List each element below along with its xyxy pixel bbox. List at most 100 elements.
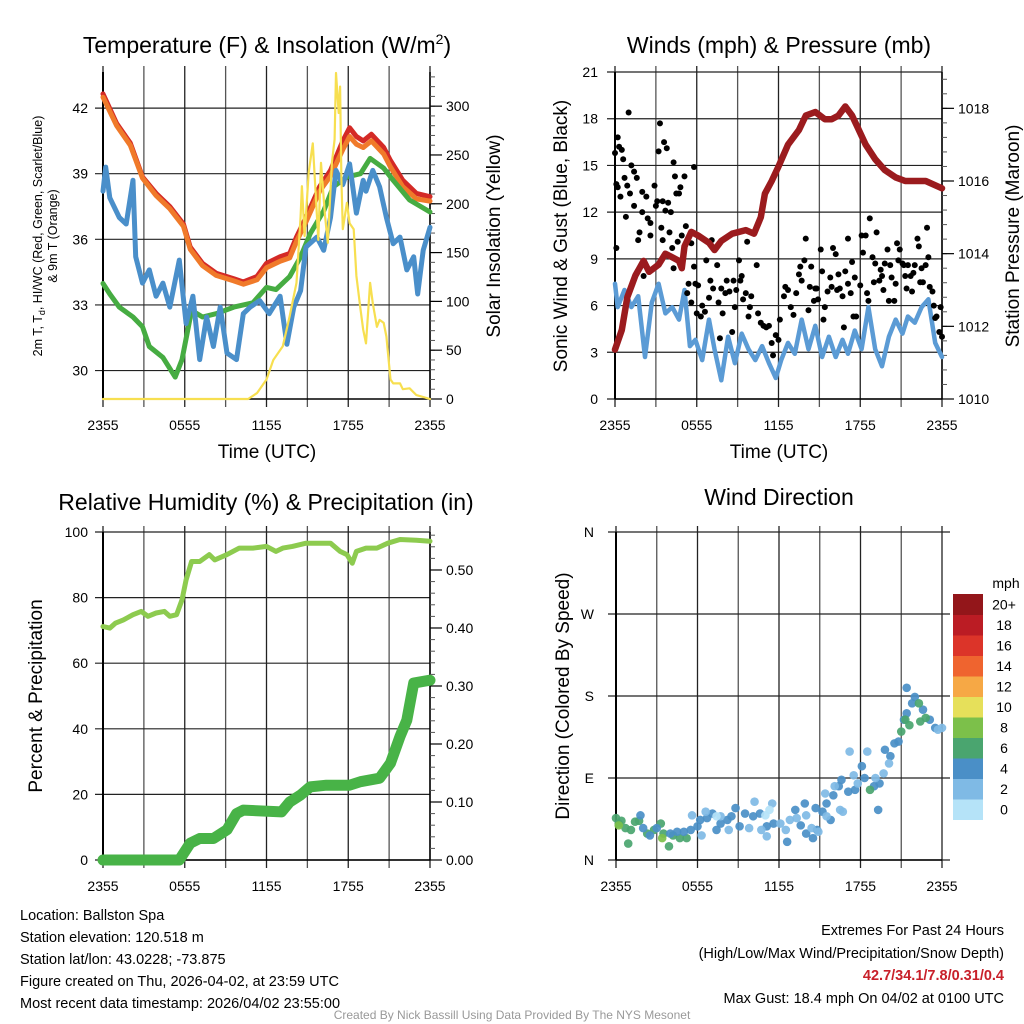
gust-point	[929, 288, 936, 295]
gust-point	[793, 290, 800, 297]
winds-xtick-label: 1155	[763, 417, 793, 433]
humidity-ylabel: Percent & Precipitation	[26, 599, 47, 792]
humidity-xtick-label: 1755	[333, 878, 364, 894]
colorbar-swatch	[953, 737, 983, 759]
colorbar-swatch	[953, 799, 983, 820]
winds-ytick-label: 3	[590, 344, 598, 360]
wind-direction-point	[801, 811, 811, 820]
wind-direction-point	[884, 759, 894, 768]
temperature-y2tick-label: 100	[446, 293, 470, 309]
gust-point	[790, 311, 797, 318]
gust-point	[891, 297, 898, 304]
gust-point	[787, 304, 794, 311]
wind-direction-point	[657, 833, 667, 843]
gust-point	[864, 290, 871, 297]
gust-point	[844, 280, 851, 287]
sonic-wind-line	[612, 281, 945, 383]
gust-point	[738, 272, 745, 279]
colorbar-swatch	[953, 635, 983, 656]
gust-point	[624, 182, 631, 189]
gust-point	[775, 336, 782, 343]
temperature-y2tick-label: 250	[446, 147, 470, 163]
temperature-ytick-label: 42	[72, 100, 88, 116]
winds-y2tick-label: 1018	[958, 100, 989, 116]
location-text: Location: Ballston Spa	[20, 908, 165, 924]
gust-point	[744, 238, 751, 245]
gust-point	[879, 272, 886, 279]
gust-point	[844, 235, 851, 242]
wind-direction-point	[701, 807, 710, 817]
wind-direction-point	[801, 829, 811, 838]
gust-point	[730, 277, 737, 284]
temperature-y2tick-label: 150	[446, 245, 470, 261]
wind-direction-point	[811, 803, 820, 813]
gust-point	[635, 237, 642, 244]
gust-point	[919, 279, 926, 286]
td-line	[100, 155, 433, 380]
wind-direction-point	[845, 747, 854, 756]
gust-point	[785, 287, 792, 293]
direction-ytick-label: S	[585, 688, 594, 704]
wind-direction-point	[666, 829, 675, 838]
colorbar-swatch	[953, 614, 983, 636]
gust-point	[618, 146, 625, 153]
wind-direction-point	[829, 791, 838, 800]
gust-point	[872, 260, 879, 267]
winds-ytick-label: 6	[590, 298, 598, 314]
gust-point	[670, 265, 677, 272]
wind-direction-point	[782, 837, 792, 847]
direction-plot: N E S W N 2355 0555 1155 1755 2355	[581, 524, 958, 894]
temperature-ytick-label: 33	[72, 297, 88, 313]
wind-direction-point	[750, 797, 759, 806]
gust-point	[770, 352, 777, 359]
gust-point	[665, 199, 672, 206]
wind-direction-point	[712, 825, 721, 835]
humidity-series-group	[97, 537, 436, 866]
gust-point	[670, 159, 677, 166]
temperature-y2tick-label: 0	[446, 391, 454, 407]
gust-point	[819, 268, 826, 275]
extremes-values: 42.7/34.1/7.8/0.31/0.4	[863, 968, 1004, 984]
gust-point	[651, 182, 658, 189]
speed-colorbar: mph 0 2 4 6 8 10 12 14 16 18 20+	[953, 575, 1020, 820]
wind-direction-point	[623, 839, 633, 848]
colorbar-swatch	[953, 655, 983, 677]
humidity-ytick-label: 60	[72, 655, 88, 671]
gust-point	[647, 220, 654, 227]
gust-point	[828, 283, 835, 290]
wind-direction-point	[686, 825, 696, 835]
gust-point	[703, 257, 710, 264]
direction-ytick-label: W	[581, 606, 595, 622]
gust-point	[802, 235, 809, 242]
wind-direction-point	[814, 827, 823, 837]
temperature-y2tick-label: 50	[446, 342, 462, 358]
gust-point	[714, 262, 721, 269]
direction-xtick-label: 1755	[845, 878, 876, 894]
gust-point	[685, 280, 692, 287]
gust-point	[691, 163, 698, 170]
gust-point	[656, 120, 663, 127]
gust-point	[817, 246, 824, 253]
wind-direction-point	[918, 705, 928, 714]
direction-xtick-label: 2355	[600, 878, 631, 894]
gust-point	[862, 232, 869, 239]
gust-point	[857, 282, 864, 289]
colorbar-label: 14	[996, 658, 1012, 674]
gust-point	[869, 254, 876, 261]
recent-data-text: Most recent data timestamp: 2026/04/02 2…	[20, 996, 340, 1012]
gust-point	[866, 215, 873, 222]
gust-point	[801, 257, 808, 264]
gust-point	[614, 134, 621, 141]
direction-title: Wind Direction	[704, 484, 854, 510]
gust-point	[662, 207, 669, 214]
gust-point	[876, 277, 883, 284]
colorbar-swatch	[953, 758, 983, 779]
wind-direction-point	[614, 821, 624, 830]
gust-point	[614, 184, 621, 191]
gust-point	[631, 168, 638, 175]
gust-point	[830, 244, 836, 251]
gust-point	[915, 243, 922, 250]
humidity-ytick-label: 40	[72, 721, 88, 737]
gust-point	[726, 288, 733, 295]
winds-ytick-label: 15	[582, 157, 598, 173]
